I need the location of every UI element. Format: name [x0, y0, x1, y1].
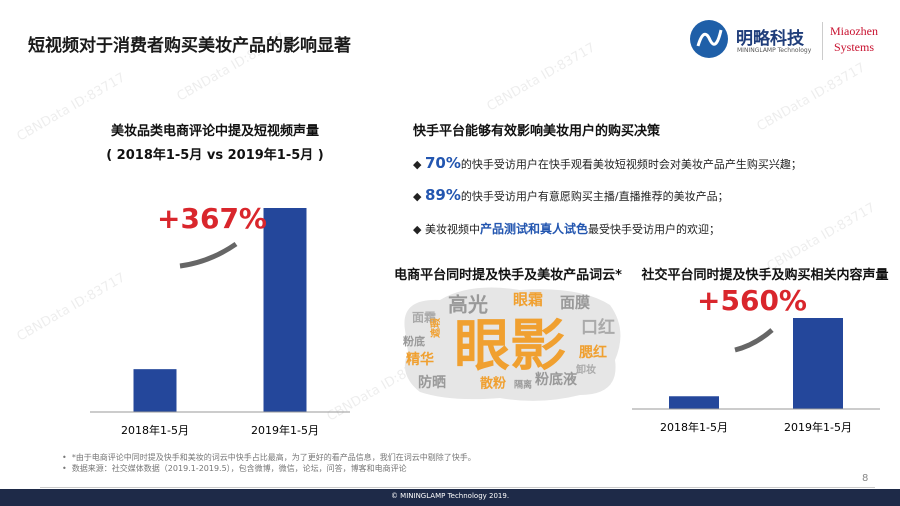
highlight: 89% [424, 186, 461, 204]
x-tick-label: 2018年1-5月 [121, 423, 189, 437]
cloud-title: 电商平台同时提及快手及美妆产品词云* [394, 268, 622, 283]
cloud-word: 散粉 [480, 376, 506, 392]
partner-logo: Miaozhen [830, 24, 878, 38]
footnote-text: 数据来源：社交媒体数据（2019.1-2019.5），包含微博，微信，论坛，问答… [71, 464, 407, 473]
cloud-word: 腮红 [579, 344, 607, 361]
chart-title: 社交平台同时提及快手及购买相关内容声量 [641, 268, 889, 283]
bar [263, 208, 307, 412]
bullet-text: 美妆视频中 [424, 223, 480, 236]
cloud-shape [404, 287, 621, 401]
cloud-word: 面霜 [412, 311, 436, 325]
bullet: ◆ 70%的快手受访用户在快手观看美妆短视频时会对美妆产品产生购买兴趣； [413, 154, 802, 172]
highlight: 70% [424, 154, 461, 172]
cloud-word: 高光 [448, 293, 488, 317]
footnote: • 数据来源：社交媒体数据（2019.1-2019.5），包含微博，微信，论坛，… [62, 464, 407, 473]
bullet-text: 的快手受访用户在快手观看美妆短视频时会对美妆产品产生购买兴趣； [460, 158, 802, 171]
cloud-word: 眼霜 [513, 291, 543, 309]
cloud-word: 口红 [581, 317, 615, 338]
logo-mark [690, 20, 728, 58]
cloud-word: 粉底 [403, 334, 425, 348]
cloud-word: 卸妆 [576, 363, 596, 376]
cloud-word: 隔离 [514, 379, 532, 391]
findings-title: 快手平台能够有效影响美妆用户的购买决策 [413, 124, 661, 139]
annotation: +367% [157, 202, 267, 235]
cloud-word: 眼影 [454, 314, 566, 379]
arrow [179, 241, 238, 269]
bar [133, 369, 177, 412]
footer-bar [0, 489, 900, 506]
logo-text: 明略科技 [736, 29, 804, 49]
partner-logo: Systems [834, 40, 875, 54]
bar [793, 318, 843, 409]
bullet: ◆ 89%的快手受访用户有意愿购买主播/直播推荐的美妆产品； [413, 186, 729, 204]
cloud-word: 面膜 [560, 294, 590, 312]
cloud-word: 防晒 [418, 374, 446, 391]
page-number: 8 [862, 473, 869, 484]
cloud-word: 精华 [406, 351, 434, 368]
arrow [734, 328, 774, 353]
bullet-text: 的快手受访用户有意愿购买主播/直播推荐的美妆产品； [460, 190, 729, 203]
annotation: +560% [697, 284, 807, 317]
x-tick-label: 2018年1-5月 [660, 420, 728, 434]
divider [822, 22, 823, 60]
bullet: ◆ 美妆视频中产品测试和真人试色最受快手受访用户的欢迎； [413, 222, 720, 236]
footnote-text: *由于电商评论中同时提及快手和美妆的词云中快手占比最高，为了更好的看产品信息，我… [71, 453, 476, 462]
cloud-word: 粉底液 [535, 371, 578, 388]
x-tick-label: 2019年1-5月 [784, 420, 852, 434]
x-tick-label: 2019年1-5月 [251, 423, 319, 437]
bullet-text: 最受快手受访用户的欢迎； [587, 223, 720, 236]
slide-title: 短视频对于消费者购买美妆产品的影响显著 [28, 36, 351, 56]
chart-title: 美妆品类电商评论中提及短视频声量 [110, 124, 319, 139]
bar [669, 396, 719, 409]
highlight: 产品测试和真人试色 [479, 222, 588, 236]
cloud-word: 遮瑕 [429, 317, 442, 338]
footnote: • *由于电商评论中同时提及快手和美妆的词云中快手占比最高，为了更好的看产品信息… [62, 453, 476, 462]
logo-subtext: MININGLAMP Technology [737, 47, 812, 54]
chart-subtitle: ( 2018年1-5月 vs 2019年1-5月 ) [106, 148, 324, 163]
rule [40, 487, 875, 488]
footer-text: © MININGLAMP Technology 2019. [390, 492, 510, 500]
